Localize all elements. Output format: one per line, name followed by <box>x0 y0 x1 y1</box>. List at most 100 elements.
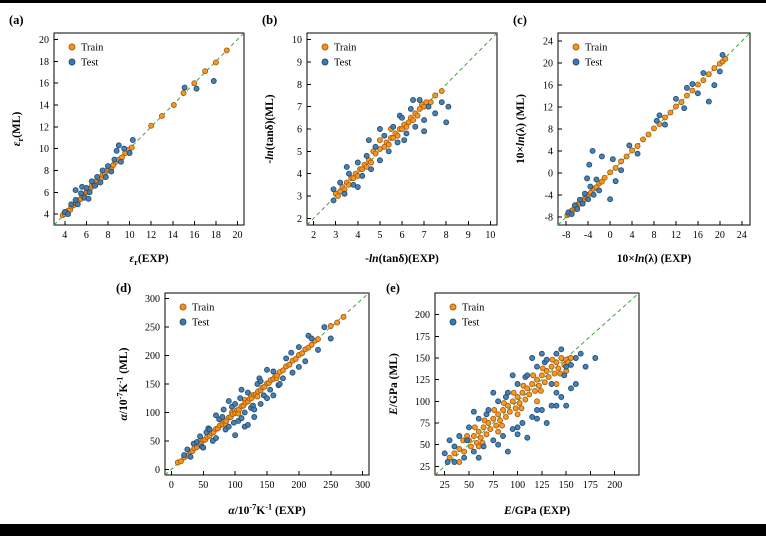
svg-text:6: 6 <box>84 230 89 241</box>
train-points <box>332 88 445 199</box>
legend-label-train: Train <box>334 43 357 54</box>
test-points <box>441 346 599 465</box>
svg-text:16: 16 <box>39 79 49 90</box>
scatter-figure: (a) 4 6 8 10 12 14 16 18 20 4 6 8 10 12 14 16 18 20 Train Te… <box>0 3 766 524</box>
legend: Train Test <box>68 43 104 69</box>
x-axis-ticks: 25 50 75 100 125 150 175 200 <box>440 471 622 491</box>
train-points <box>564 55 729 219</box>
test-points <box>330 97 452 204</box>
svg-text:14: 14 <box>168 230 178 241</box>
legend-marker-test <box>68 58 76 66</box>
svg-text:50: 50 <box>420 440 430 451</box>
svg-text:20: 20 <box>233 230 243 241</box>
svg-text:4: 4 <box>297 169 302 180</box>
panel-label: (e) <box>386 281 400 295</box>
panel-e: (e) 25 50 75 100 125 150 175 200 25 50 75 100 125 150 1… <box>385 277 651 523</box>
svg-text:18: 18 <box>211 230 221 241</box>
top-border <box>0 0 766 3</box>
svg-text:100: 100 <box>510 480 525 491</box>
svg-text:75: 75 <box>420 419 430 430</box>
svg-text:10: 10 <box>125 230 135 241</box>
svg-text:4: 4 <box>630 230 635 241</box>
y-axis-ticks: 0 50 100 150 200 250 300 <box>145 294 169 476</box>
legend-marker-train <box>68 43 76 51</box>
panel-a-svg: (a) 4 6 8 10 12 14 16 18 20 4 6 8 10 12 14 16 18 20 Train Te… <box>9 13 245 267</box>
legend-label-test: Test <box>81 58 98 69</box>
svg-text:24: 24 <box>543 37 553 48</box>
svg-text:200: 200 <box>291 480 306 491</box>
x-axis-label: α/10-7K-1 (EXP) <box>228 503 306 517</box>
legend-marker-test <box>179 318 187 326</box>
svg-text:125: 125 <box>415 375 430 386</box>
legend-marker-train <box>572 43 580 51</box>
svg-text:6: 6 <box>44 188 49 199</box>
svg-text:12: 12 <box>39 122 49 133</box>
svg-text:175: 175 <box>583 480 598 491</box>
x-axis-label: εr(EXP) <box>129 253 168 267</box>
svg-text:10: 10 <box>39 144 49 155</box>
svg-text:-8: -8 <box>562 230 570 241</box>
legend-marker-train <box>321 43 329 51</box>
svg-text:24: 24 <box>737 230 747 241</box>
x-axis-ticks: 0 50 100 150 200 250 300 <box>169 471 370 491</box>
svg-text:8: 8 <box>548 125 553 136</box>
svg-text:0: 0 <box>548 168 553 179</box>
svg-text:12: 12 <box>146 230 156 241</box>
svg-text:2: 2 <box>297 214 302 225</box>
legend: Train Test <box>572 43 608 69</box>
svg-text:100: 100 <box>228 480 243 491</box>
svg-text:50: 50 <box>464 480 474 491</box>
svg-text:20: 20 <box>715 230 725 241</box>
svg-text:8: 8 <box>297 80 302 91</box>
svg-text:4: 4 <box>355 230 360 241</box>
panel-d: (d) 0 50 100 150 200 250 300 0 50 100 150 200 250 300 T… <box>115 277 381 523</box>
svg-text:-8: -8 <box>545 212 553 223</box>
legend-label-train: Train <box>585 43 608 54</box>
svg-text:200: 200 <box>145 351 160 362</box>
svg-text:7: 7 <box>297 102 302 113</box>
legend-label-test: Test <box>585 58 602 69</box>
svg-text:3: 3 <box>297 191 302 202</box>
svg-text:175: 175 <box>415 332 430 343</box>
svg-text:25: 25 <box>440 480 450 491</box>
panel-a: (a) 4 6 8 10 12 14 16 18 20 4 6 8 10 12 14 16 18 20 Train Te… <box>8 9 256 271</box>
svg-text:300: 300 <box>145 294 160 305</box>
svg-text:50: 50 <box>198 480 208 491</box>
plot-area-border <box>53 32 245 226</box>
svg-text:4: 4 <box>44 210 49 221</box>
svg-text:14: 14 <box>39 101 49 112</box>
x-axis-label: E/GPa (EXP) <box>503 505 570 517</box>
y-axis-ticks: 4 6 8 10 12 14 16 18 20 <box>39 35 58 221</box>
svg-text:16: 16 <box>543 81 553 92</box>
svg-text:20: 20 <box>543 59 553 70</box>
panel-b: (b) 2 3 4 5 6 7 8 9 10 2 3 4 5 6 7 8 9 10 Train Test -ln(tanδ… <box>261 9 509 271</box>
y-axis-ticks: 2 3 4 5 6 7 8 9 10 <box>292 35 311 225</box>
svg-text:5: 5 <box>297 147 302 158</box>
svg-text:9: 9 <box>466 230 471 241</box>
svg-text:150: 150 <box>415 354 430 365</box>
y-axis-label: -ln(tanδ)(ML) <box>264 94 276 163</box>
svg-text:10: 10 <box>485 230 495 241</box>
svg-text:75: 75 <box>488 480 498 491</box>
y-axis-label: α/10-7K-1 (ML) <box>116 347 130 420</box>
legend: Train Test <box>449 303 485 329</box>
panel-c: (c) -8 -4 0 4 8 12 16 20 24 -8 -4 0 4 8 12 16 20 24 Train Te… <box>512 9 762 271</box>
panel-e-svg: (e) 25 50 75 100 125 150 175 200 25 50 75 100 125 150 1… <box>386 281 640 517</box>
svg-text:250: 250 <box>145 323 160 334</box>
svg-text:12: 12 <box>543 103 553 114</box>
y-axis-label: E/GPa (ML) <box>388 353 400 416</box>
svg-text:7: 7 <box>422 230 427 241</box>
svg-text:50: 50 <box>150 436 160 447</box>
svg-text:-4: -4 <box>545 190 553 201</box>
x-axis-label: 10×ln(λ) (EXP) <box>617 253 692 265</box>
svg-text:0: 0 <box>169 480 174 491</box>
svg-text:16: 16 <box>189 230 199 241</box>
svg-text:150: 150 <box>145 380 160 391</box>
y-axis-label: εr(ML) <box>11 112 25 147</box>
legend-marker-train <box>449 303 457 311</box>
svg-text:16: 16 <box>693 230 703 241</box>
svg-text:6: 6 <box>297 125 302 136</box>
legend-label-train: Train <box>462 303 485 314</box>
legend-marker-test <box>321 58 329 66</box>
svg-text:18: 18 <box>39 57 49 68</box>
